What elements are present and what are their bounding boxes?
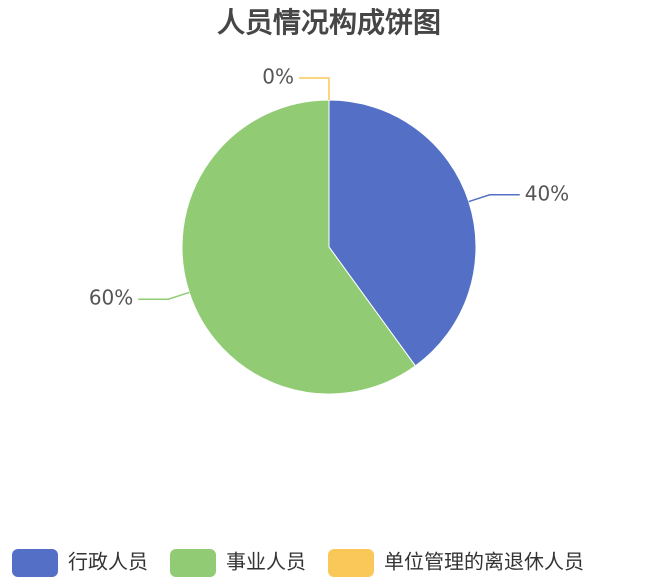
legend-swatch: [170, 549, 216, 577]
data-label: 0%: [262, 65, 294, 89]
leader-line: [138, 291, 190, 300]
legend-label: 行政人员: [68, 550, 148, 574]
leader-line: [299, 77, 330, 100]
legend-swatch: [328, 549, 374, 577]
pie-slice: [181, 99, 417, 395]
legend-label: 事业人员: [226, 550, 306, 574]
pie-slice: [328, 99, 477, 367]
leader-line: [468, 194, 520, 203]
legend-label: 单位管理的离退休人员: [384, 550, 584, 574]
data-label: 40%: [525, 181, 569, 205]
chart-title: 人员情况构成饼图: [217, 6, 441, 39]
data-label: 60%: [89, 286, 133, 310]
legend-swatch: [12, 549, 58, 577]
